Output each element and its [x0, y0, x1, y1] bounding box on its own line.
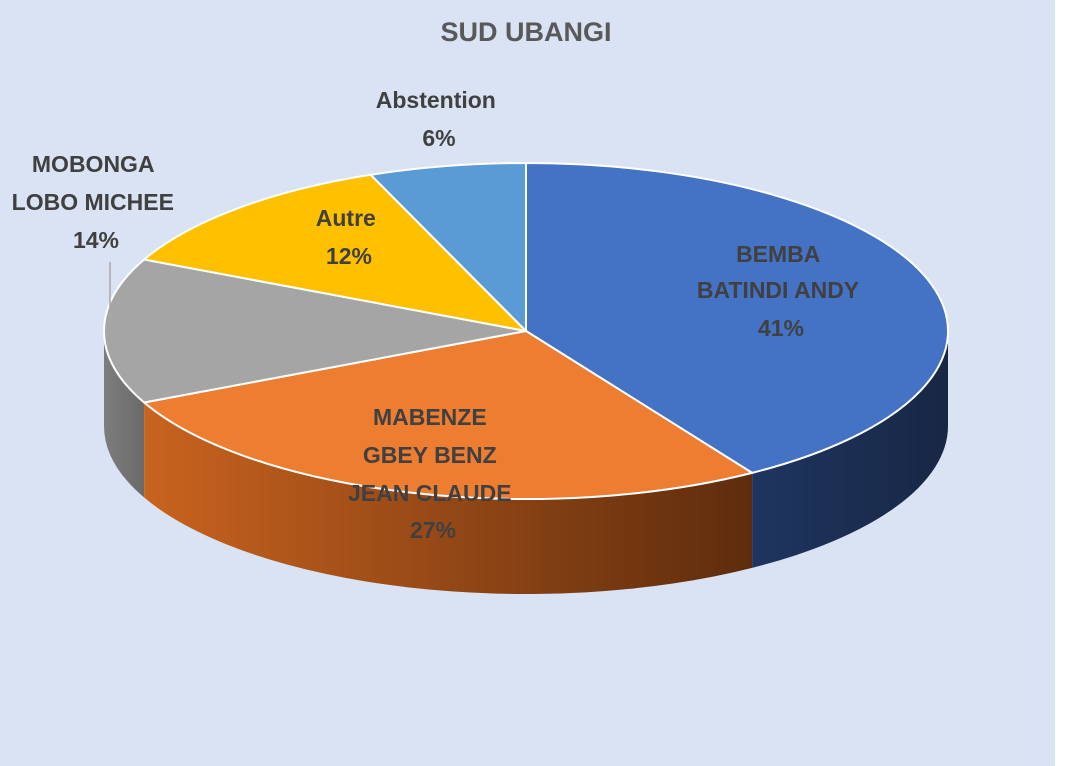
- slice-autre: [143, 173, 527, 332]
- slice-mabenze: [143, 330, 754, 501]
- slice-label-autre: Autre 12%: [316, 205, 382, 269]
- slice-abstention: [369, 162, 527, 332]
- pie-side-walls: [104, 331, 948, 595]
- slice-side-bemba: [752, 331, 948, 568]
- slice-label-mobonga: MOBONGA LOBO MICHEE 14%: [12, 151, 181, 253]
- slice-labels: BEMBA BATINDI ANDY 41% MABENZE GBEY BENZ…: [12, 87, 865, 543]
- slice-side-mabenze: [144, 402, 753, 595]
- slice-mobonga: [102, 258, 527, 404]
- slice-bemba: [525, 162, 950, 474]
- slice-side-mobonga: [104, 331, 145, 498]
- slice-label-bemba: BEMBA BATINDI ANDY 41%: [697, 241, 865, 341]
- slice-label-mabenze: MABENZE GBEY BENZ JEAN CLAUDE 27%: [348, 404, 518, 543]
- pie-top-faces: [102, 162, 950, 501]
- slice-label-abstention: Abstention 6%: [376, 87, 503, 151]
- chart-title: SUD UBANGI: [440, 17, 611, 47]
